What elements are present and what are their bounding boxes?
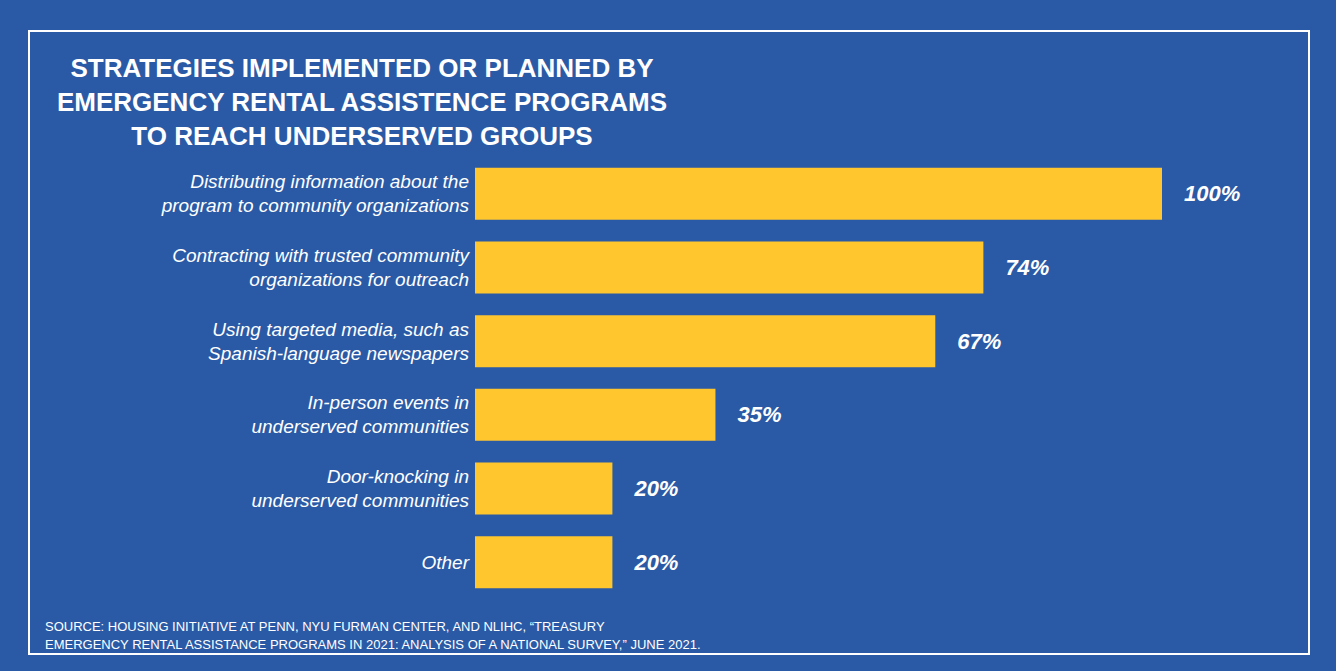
svg-text:35%: 35% [737, 402, 781, 427]
svg-text:SOURCE: HOUSING INITIATIVE AT: SOURCE: HOUSING INITIATIVE AT PENN, NYU … [45, 619, 605, 634]
svg-text:100%: 100% [1184, 181, 1240, 206]
svg-text:underserved communities: underserved communities [251, 416, 469, 437]
svg-text:Using targeted media, such as: Using targeted media, such as [212, 319, 469, 340]
svg-text:20%: 20% [633, 550, 678, 575]
svg-text:In-person events in: In-person events in [307, 392, 469, 413]
svg-text:Contracting with trusted commu: Contracting with trusted community [172, 245, 470, 266]
svg-text:EMERGENCY RENTAL ASSISTENCE PR: EMERGENCY RENTAL ASSISTENCE PROGRAMS [57, 87, 667, 117]
svg-text:program to community organizat: program to community organizations [161, 195, 470, 216]
svg-text:TO REACH UNDERSERVED GROUPS: TO REACH UNDERSERVED GROUPS [131, 121, 592, 151]
svg-text:organizations for outreach: organizations for outreach [249, 269, 469, 290]
svg-text:74%: 74% [1005, 255, 1049, 280]
svg-text:Door-knocking in: Door-knocking in [327, 466, 469, 487]
svg-text:Other: Other [421, 552, 469, 573]
svg-text:EMERGENCY RENTAL ASSISTANCE PR: EMERGENCY RENTAL ASSISTANCE PROGRAMS IN … [45, 637, 701, 652]
svg-text:underserved communities: underserved communities [251, 490, 469, 511]
svg-text:20%: 20% [633, 476, 678, 501]
svg-text:STRATEGIES IMPLEMENTED OR PLAN: STRATEGIES IMPLEMENTED OR PLANNED BY [70, 53, 653, 83]
svg-text:Spanish-language newspapers: Spanish-language newspapers [208, 343, 469, 364]
svg-text:Distributing information about: Distributing information about the [190, 171, 469, 192]
svg-text:67%: 67% [957, 329, 1001, 354]
